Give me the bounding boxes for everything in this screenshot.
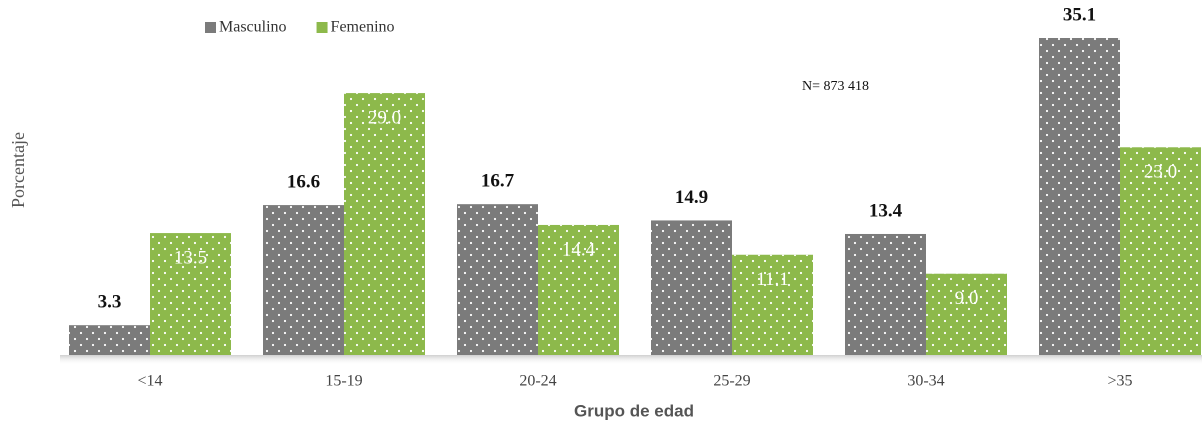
bar: [263, 205, 344, 355]
data-label: 35.1: [1063, 4, 1096, 25]
data-label: 14.9: [675, 187, 708, 208]
x-axis-title: Grupo de edad: [574, 401, 694, 420]
legend-label: Femenino: [331, 19, 395, 36]
data-label: 16.7: [481, 171, 515, 192]
bar: [926, 273, 1007, 355]
x-tick-label: 25-29: [713, 373, 750, 390]
data-label: 16.6: [287, 171, 320, 192]
legend-swatch: [205, 22, 216, 33]
data-label: 13.4: [869, 200, 903, 221]
y-axis-title: Porcentaje: [8, 132, 28, 208]
data-label: 9.0: [955, 288, 979, 309]
annotation: N= 873 418: [802, 79, 869, 94]
bar: [1039, 38, 1120, 355]
bar: [651, 220, 732, 355]
bar: [845, 233, 926, 355]
bar: [457, 204, 538, 355]
x-tick-label: <14: [137, 373, 162, 390]
legend-swatch: [316, 22, 328, 33]
x-tick-label: 30-34: [907, 373, 944, 390]
bar: [344, 93, 425, 355]
data-label: 14.4: [562, 239, 596, 260]
data-label: 3.3: [98, 292, 122, 313]
bar: [69, 325, 150, 355]
data-label: 11.1: [756, 269, 789, 290]
data-label: 23.0: [1144, 162, 1177, 183]
x-tick-label: 20-24: [519, 373, 556, 390]
floor-shadow: [60, 355, 1202, 365]
x-tick-label: >35: [1107, 373, 1132, 390]
x-tick-label: 15-19: [325, 373, 362, 390]
legend-label: Masculino: [219, 19, 287, 36]
data-label: 13.5: [174, 247, 207, 268]
data-label: 29.0: [368, 107, 401, 128]
